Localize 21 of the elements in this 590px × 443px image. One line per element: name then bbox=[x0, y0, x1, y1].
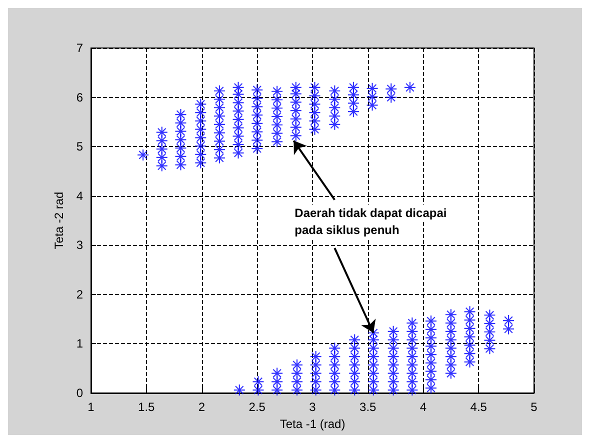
x-axis-title: Teta -1 (rad) bbox=[280, 416, 346, 431]
y-tick-label: 0 bbox=[76, 386, 84, 400]
y-tick-label: 6 bbox=[76, 90, 84, 104]
x-tick-label: 3.5 bbox=[360, 400, 377, 414]
y-axis-title: Teta -2 rad bbox=[52, 192, 66, 250]
y-tick-label: 4 bbox=[76, 188, 84, 203]
y-tick-label: 3 bbox=[76, 238, 84, 252]
x-tick-label: 3 bbox=[309, 400, 316, 414]
annotation: Daerah tidak dapat dicapai bbox=[294, 206, 447, 220]
x-tick-label: 4.5 bbox=[470, 400, 488, 414]
x-tick-label: 2 bbox=[198, 400, 206, 414]
x-tick-label: 4 bbox=[420, 400, 427, 414]
y-tick-label: 7 bbox=[76, 41, 84, 55]
x-tick-label: 1.5 bbox=[138, 400, 156, 414]
y-tick-label: 2 bbox=[76, 287, 84, 302]
y-tick-label: 1 bbox=[76, 336, 84, 351]
x-tick-label: 1 bbox=[88, 400, 95, 414]
annotation: pada siklus penuh bbox=[294, 223, 400, 237]
x-tick-label: 2.5 bbox=[248, 400, 266, 414]
x-tick-label: 5 bbox=[530, 400, 538, 414]
y-tick-label: 5 bbox=[76, 140, 84, 154]
